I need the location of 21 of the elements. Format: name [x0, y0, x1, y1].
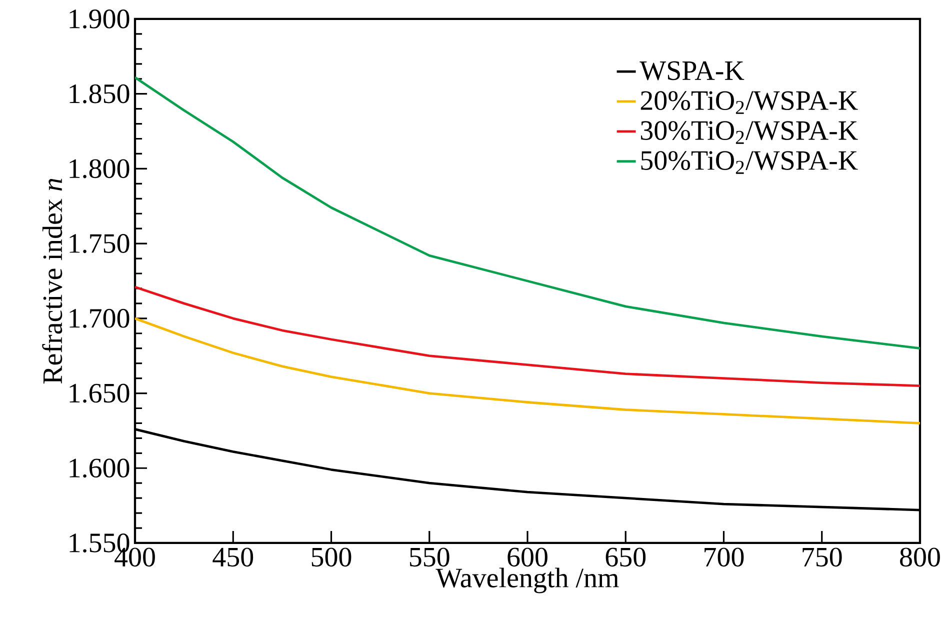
- y-axis-title: Refractive index n: [42, 178, 62, 384]
- x-axis-title: Wavelength /nm: [436, 568, 619, 594]
- x-tick-label: 700: [704, 548, 744, 567]
- y-tick-label: 1.650: [70, 384, 130, 403]
- legend-label: 20%TiO$_{2}$/WSPA-K: [640, 91, 858, 114]
- legend-label: 30%TiO$_{2}$/WSPA-K: [640, 121, 858, 144]
- x-tick-label: 500: [312, 548, 352, 567]
- y-tick-label: 1.900: [70, 9, 130, 28]
- x-tick-label: 550: [410, 548, 450, 567]
- x-tick-label: 800: [900, 548, 940, 567]
- y-tick-label: 1.700: [70, 308, 130, 328]
- x-tick-label: 750: [802, 548, 842, 567]
- x-tick-label: 650: [606, 548, 646, 567]
- legend-label: 50%TiO$_{2}$/WSPA-K: [641, 151, 858, 174]
- x-tick-label: 450: [212, 548, 254, 567]
- y-tick-label: 1.600: [70, 458, 130, 478]
- y-tick-label: 1.850: [70, 84, 130, 104]
- x-tick-label: 600: [508, 548, 548, 567]
- legend-label: WSPA-K: [640, 61, 744, 80]
- y-tick-label: 1.750: [70, 234, 130, 254]
- y-tick-label: 1.800: [70, 159, 130, 178]
